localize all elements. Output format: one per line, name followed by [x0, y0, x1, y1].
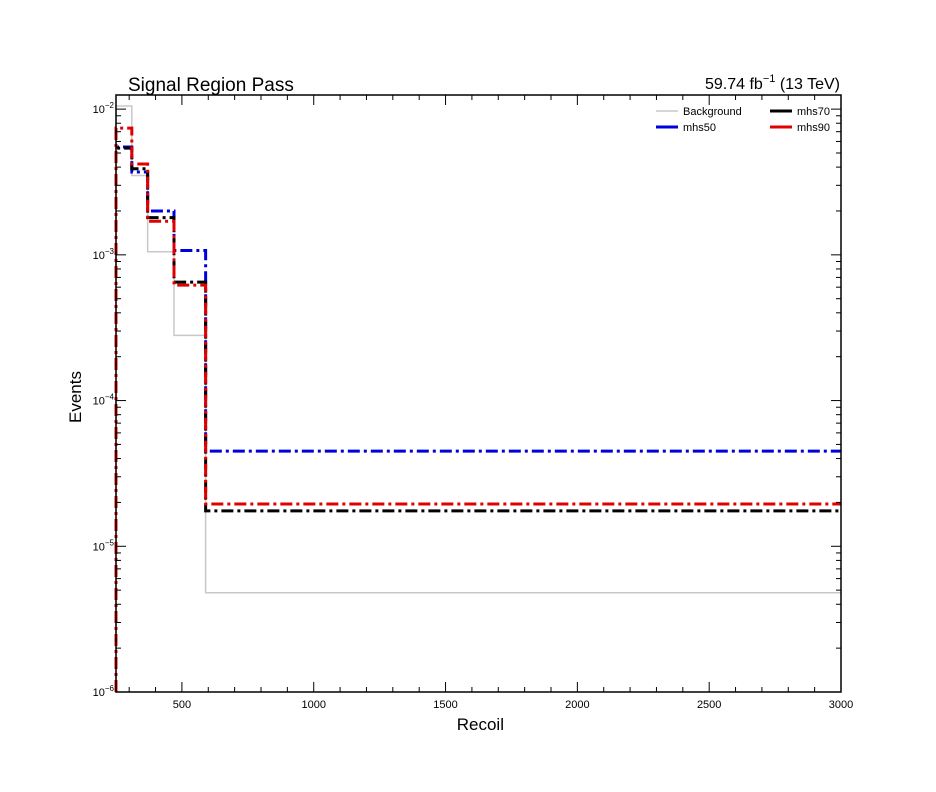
y-tick-base: 10 [93, 541, 105, 553]
series-background-line [115, 105, 841, 692]
lumi-value: 59.74 fb [705, 76, 763, 93]
x-tick-label: 3000 [829, 699, 853, 711]
series-mhs50-line [114, 145, 841, 692]
y-tick-exponent: −2 [105, 101, 115, 110]
y-tick-label: 10−4 [93, 393, 115, 408]
x-tick-label: 1500 [433, 699, 457, 711]
y-tick-base: 10 [93, 687, 105, 699]
series-mhs70-line [114, 146, 841, 692]
x-tick-label: 2000 [565, 699, 589, 711]
chart-title: Signal Region Pass [128, 75, 294, 96]
legend-label-mhs70: mhs70 [797, 106, 830, 118]
series-mhs90-line [114, 126, 841, 692]
luminosity-label: 59.74 fb−1 (13 TeV) [705, 73, 840, 93]
lumi-exponent: −1 [763, 73, 776, 85]
plot-frame [115, 94, 842, 693]
y-tick-exponent: −5 [105, 538, 115, 547]
y-tick-label: 10−6 [93, 684, 115, 699]
legend-label-mhs50: mhs50 [683, 122, 716, 134]
x-axis-label: Recoil [457, 715, 504, 734]
y-tick-exponent: −3 [105, 247, 115, 256]
y-tick-base: 10 [93, 250, 105, 262]
y-tick-label: 10−5 [93, 538, 115, 553]
lumi-energy: (13 TeV) [775, 76, 840, 93]
legend-label-mhs90: mhs90 [797, 122, 830, 134]
y-tick-label: 10−3 [93, 247, 115, 262]
y-axis-label: Events [66, 371, 85, 423]
legend-label-background: Background [683, 106, 742, 118]
x-tick-label: 2500 [697, 699, 721, 711]
y-tick-base: 10 [93, 396, 105, 408]
x-tick-label: 500 [173, 699, 191, 711]
plot-area: 500 1000 1500 2000 2500 300010−610−510−410−31… [93, 94, 853, 711]
y-tick-exponent: −6 [105, 684, 115, 693]
y-tick-exponent: −4 [105, 393, 115, 402]
x-tick-label: 1000 [301, 699, 325, 711]
y-tick-base: 10 [93, 104, 105, 116]
y-tick-label: 10−2 [93, 101, 115, 116]
